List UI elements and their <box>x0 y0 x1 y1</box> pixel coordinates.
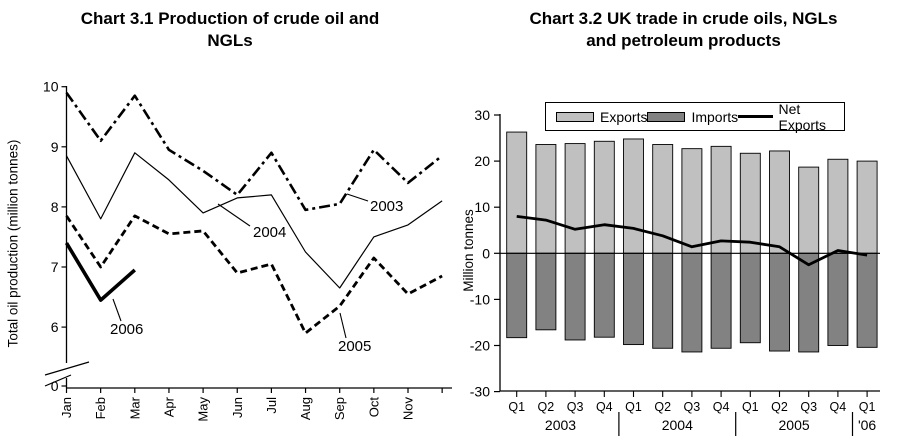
chart2-title-line1: Chart 3.2 UK trade in crude oils, NGLs <box>529 9 838 28</box>
chart2-y-tick-label: -20 <box>470 338 490 354</box>
chart1-x-tick-label: Jun <box>230 397 245 418</box>
bar-Imports <box>652 252 674 349</box>
series-Net Exports-line <box>516 215 868 267</box>
bar-Exports <box>856 160 878 254</box>
chart1-y-tick-label: 0 <box>51 378 59 394</box>
bar-Imports <box>623 252 644 346</box>
legend-item-net-exports: Net Exports <box>738 101 835 133</box>
chart2-quarter-label: Q1 <box>508 400 525 414</box>
chart1-x-tick-label: Jul <box>264 397 279 414</box>
chart2-axes <box>499 114 880 392</box>
chart2-legend: Exports Imports Net Exports <box>545 101 845 133</box>
chart2-title-line2: and petroleum products <box>586 31 781 50</box>
chart1-title: Chart 3.1 Production of crude oil and NG… <box>20 8 440 52</box>
chart2-quarter-label: Q4 <box>596 400 613 414</box>
chart2-quarter-label: Q4 <box>830 400 847 414</box>
chart2-quarter-label: Q1 <box>742 400 759 414</box>
chart2-quarter-label: Q3 <box>684 400 701 414</box>
bar-Imports <box>739 252 761 344</box>
bar-Imports <box>564 252 586 341</box>
series-Imports-bars <box>506 252 878 353</box>
series-2004-label: 2004 <box>253 224 286 241</box>
chart1-x-tick-label: Oct <box>366 397 381 418</box>
bar-Exports <box>564 143 586 254</box>
bar-Exports <box>506 131 528 254</box>
series-2006-line <box>64 242 136 302</box>
bar-Exports <box>623 138 644 254</box>
bar-Exports <box>769 150 790 254</box>
bar-Imports <box>798 252 820 353</box>
legend-label-imports: Imports <box>691 108 739 125</box>
bar-Exports <box>710 145 732 254</box>
imports-swatch <box>647 111 686 122</box>
legend-item-exports: Exports <box>556 109 647 125</box>
chart1-y-tick-label: 9 <box>51 139 59 155</box>
chart1-x-tick-label: Mar <box>127 396 142 419</box>
series-Exports-bars <box>506 131 878 254</box>
chart1-x-tick-label: Apr <box>161 396 176 417</box>
series-2003-label: 2003 <box>370 198 403 215</box>
series-2003-line <box>65 91 443 212</box>
chart2-quarter-label: Q2 <box>538 400 555 414</box>
bar-Imports <box>856 252 878 348</box>
bar-Imports <box>681 252 703 353</box>
chart2-title: Chart 3.2 UK trade in crude oils, NGLs a… <box>460 8 907 52</box>
chart1-x-tick-label: Sep <box>332 397 347 420</box>
chart2-quarter-label: Q3 <box>567 400 584 414</box>
chart2-quarter-label: Q2 <box>771 400 788 414</box>
chart2-y-tick-label: 10 <box>474 199 490 215</box>
chart2-y-tick-label: -10 <box>470 291 490 307</box>
chart1-y-tick-label: 10 <box>43 79 59 95</box>
chart2-y-tick-label: 30 <box>474 107 490 123</box>
series-2004-line <box>65 152 443 289</box>
chart1-x-tick-label: Feb <box>93 397 108 419</box>
chart2-y-tick-label: 0 <box>482 245 490 261</box>
bar-Exports <box>681 148 703 254</box>
chart2-quarter-label: Q1 <box>625 400 642 414</box>
chart1-title-line2: NGLs <box>207 31 253 50</box>
chart2-quarter-label: Q3 <box>800 400 817 414</box>
chart2-y-tick-label: 20 <box>474 153 490 169</box>
chart1-y-tick-label: 8 <box>51 199 59 215</box>
net-exports-line-swatch <box>738 115 773 118</box>
series-2006-label: 2006 <box>110 321 143 338</box>
chart1-x-tick-label: Aug <box>298 397 313 420</box>
chart2-plot: 30 20 10 0 -10 -20 -30 Q1 Q2 Q3 Q4 Q1 Q2 Q3 Q4 Q1 Q2 Q3 Q4… <box>470 107 880 436</box>
legend-label-net-exports: Net Exports <box>778 100 826 133</box>
bar-Exports <box>827 158 849 254</box>
chart2-quarter-label: Q4 <box>713 400 730 414</box>
legend-label-exports: Exports <box>600 108 648 125</box>
chart2-quarter-label: Q2 <box>654 400 671 414</box>
chart1-x-tick-label: Jan <box>59 397 74 418</box>
chart2-year-label-1: 2004 <box>662 417 693 433</box>
bar-Imports <box>827 252 849 346</box>
bar-Imports <box>710 252 732 349</box>
chart1-x-tick-label: May <box>196 397 211 422</box>
bar-Exports <box>593 140 615 254</box>
chart2-year-label-0: 2003 <box>545 417 576 433</box>
bar-Imports <box>593 252 615 338</box>
legend-item-imports: Imports <box>647 109 738 125</box>
bar-Imports <box>769 252 790 352</box>
series-2005-line <box>65 214 443 335</box>
exports-swatch <box>556 111 594 122</box>
chart2-quarter-label: Q1 <box>859 400 876 414</box>
chart1-x-tick-label: Nov <box>401 397 416 421</box>
chart2-year-label-2: 2005 <box>779 417 810 433</box>
bar-Exports <box>798 166 820 254</box>
chart1-title-line1: Chart 3.1 Production of crude oil and <box>80 9 380 28</box>
series-2005-label: 2005 <box>338 338 371 355</box>
chart2-year-label-3: '06 <box>858 417 876 433</box>
chart1-y-tick-label: 6 <box>51 319 59 335</box>
chart1-y-tick-label: 7 <box>51 259 59 275</box>
bar-Exports <box>535 144 557 254</box>
chart2-y-tick-label: -30 <box>470 384 490 400</box>
bar-Imports <box>535 252 557 331</box>
bar-Imports <box>506 252 528 339</box>
chart1-axis-break-mark <box>44 361 90 387</box>
bar-Exports <box>739 152 761 254</box>
